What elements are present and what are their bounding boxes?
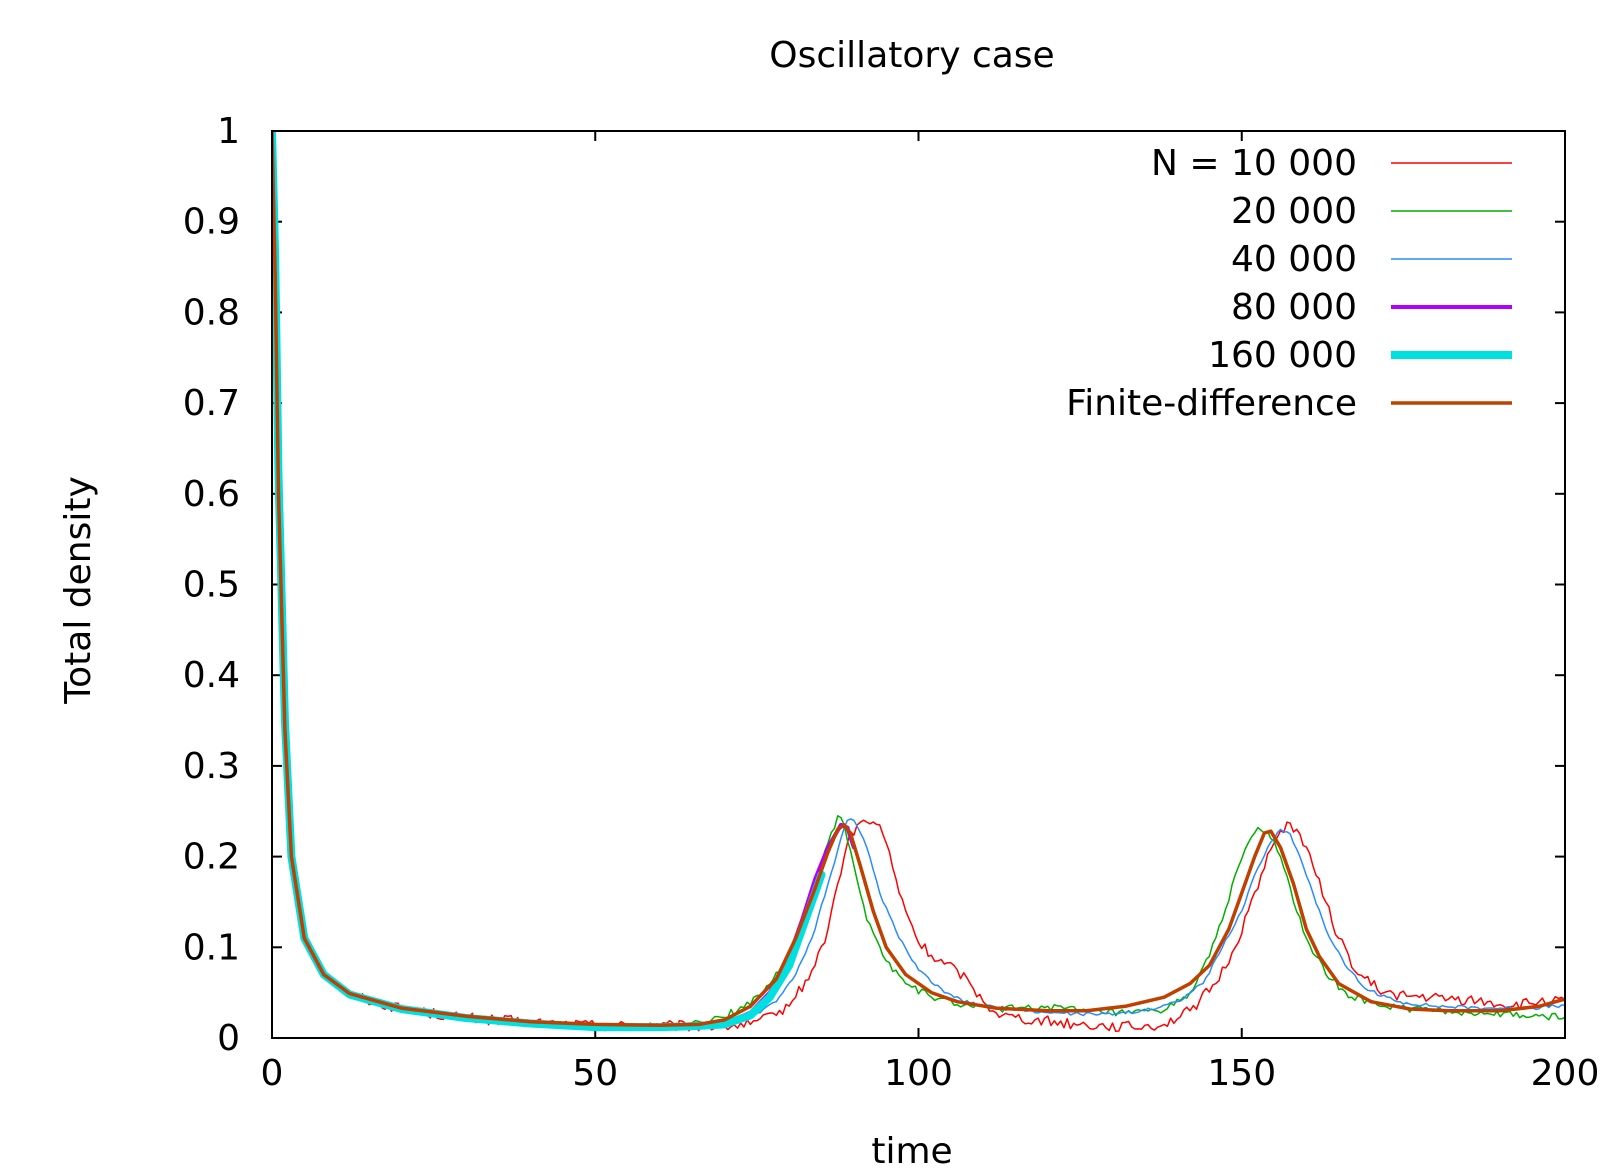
legend-label: 160 000 xyxy=(1208,335,1357,376)
x-tick-label: 50 xyxy=(572,1053,618,1094)
y-tick-label: 0 xyxy=(217,1018,240,1059)
plot-frame xyxy=(271,130,1566,1039)
legend-label: Finite-difference xyxy=(1066,383,1357,424)
legend-label: 40 000 xyxy=(1231,239,1357,280)
series-layer xyxy=(272,130,1565,1033)
y-axis-label: Total density xyxy=(58,476,99,705)
y-tick-label: 0.1 xyxy=(183,927,240,968)
x-tick-label: 200 xyxy=(1531,1053,1600,1094)
chart-title: Oscillatory case xyxy=(769,35,1054,76)
x-tick-label: 0 xyxy=(261,1053,284,1094)
series-line xyxy=(272,130,1565,1031)
series-line xyxy=(272,130,1565,1033)
series-line xyxy=(272,130,1565,1028)
y-tick-label: 0.7 xyxy=(183,383,240,424)
series-line xyxy=(272,130,826,1032)
x-axis-label: time xyxy=(871,1131,952,1169)
legend-label: N = 10 000 xyxy=(1151,143,1357,184)
series-line xyxy=(272,130,1565,1029)
y-tick-label: 0.6 xyxy=(183,474,240,515)
y-tick-label: 0.8 xyxy=(183,292,240,333)
y-tick-label: 0.3 xyxy=(183,746,240,787)
legend-label: 20 000 xyxy=(1231,191,1357,232)
y-tick-label: 0.4 xyxy=(183,655,240,696)
x-tick-label: 150 xyxy=(1207,1053,1276,1094)
y-tick-label: 0.2 xyxy=(183,837,240,878)
y-tick-label: 1 xyxy=(217,111,240,152)
series-line xyxy=(272,130,856,1029)
y-tick-label: 0.5 xyxy=(183,565,240,606)
x-tick-label: 100 xyxy=(884,1053,953,1094)
y-tick-label: 0.9 xyxy=(183,202,240,243)
legend: N = 10 000 20 000 40 000 80 000 160 000 Finit… xyxy=(1066,143,1512,424)
legend-label: 80 000 xyxy=(1231,287,1357,328)
axis-ticks: 0 50 100 150 200 0 0.1 0.2 0.3 0.4 0.5 0.6 0.7 0.8 0.9… xyxy=(183,111,1600,1094)
